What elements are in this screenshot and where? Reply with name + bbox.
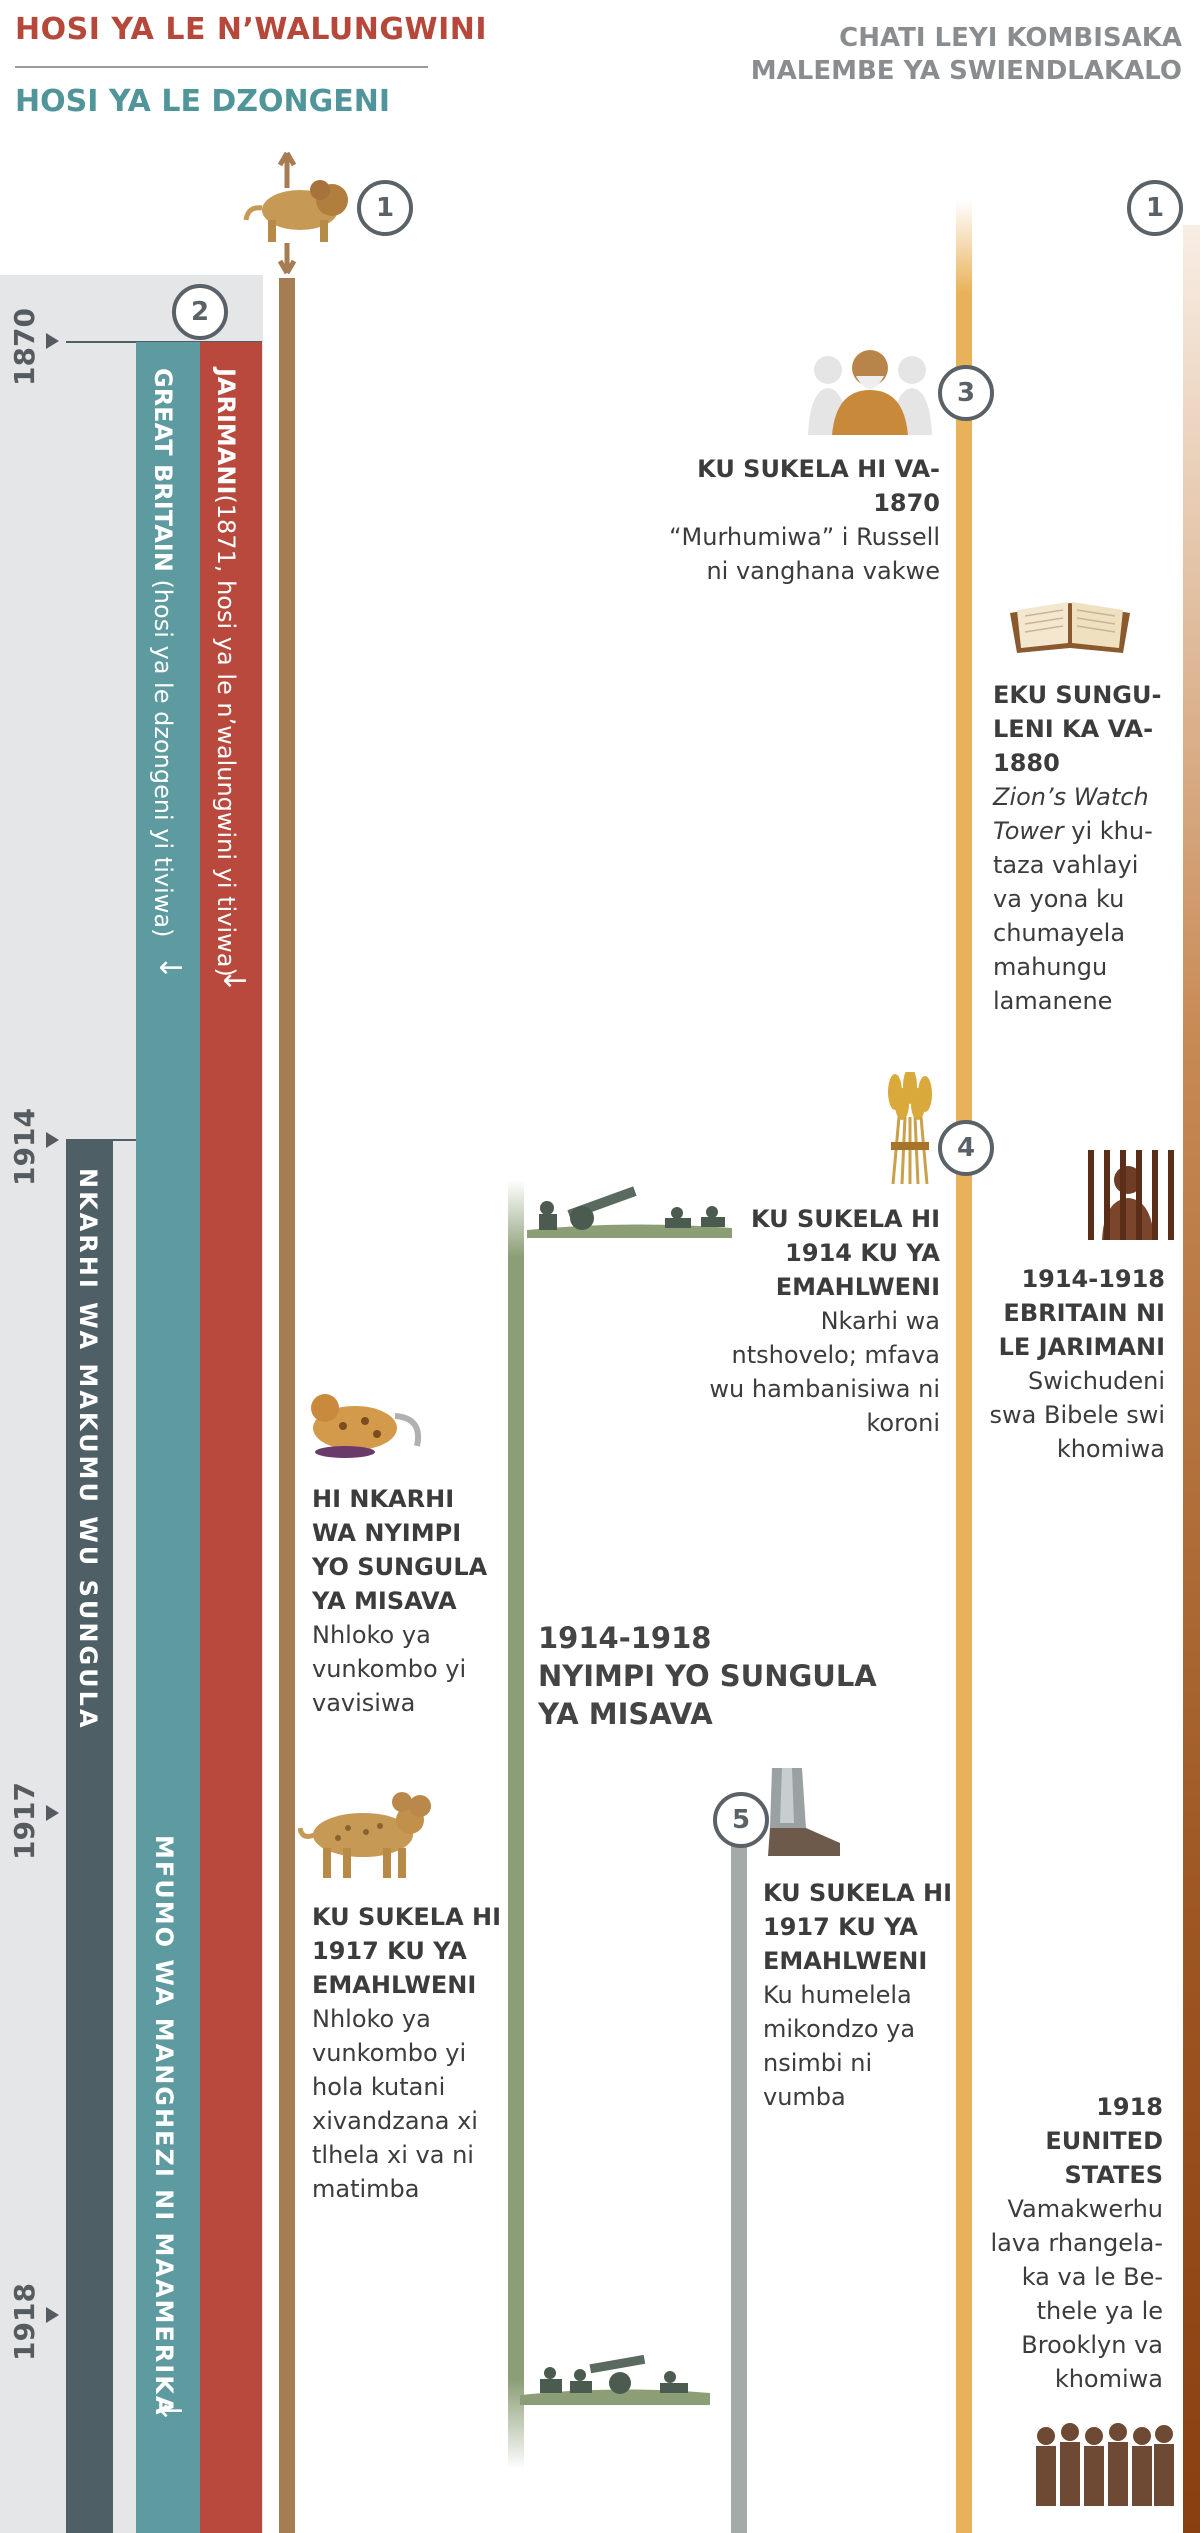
chart-subtitle: CHATI LEYI KOMBISAKA MALEMBE YA SWIENDLA… xyxy=(582,22,1182,88)
harvest-body: Nkarhi wa ntshovelo; mfava wu hambanisiw… xyxy=(709,1307,940,1437)
beast-wounded-title: HI NKARHI WA NYIMPI YO SUNGULA YA MISAVA xyxy=(312,1485,488,1615)
year-1870-pointer xyxy=(46,333,59,349)
feet-event: KU SUKELA HI 1917 KU YA EMAHLWENI Ku hum… xyxy=(763,1876,953,2114)
feet-body: Ku humelela mikondzo ya nsimbi ni vumba xyxy=(763,1981,916,2111)
germany-arrow-icon: ↓ xyxy=(216,968,251,994)
beast-healed-event: KU SUKELA HI 1917 KU YA EMAHLWENI Nhloko… xyxy=(312,1900,512,2206)
title-king-north: HOSI YA LE N’WALUNGWINI xyxy=(15,12,488,47)
feet-timeline xyxy=(731,1838,747,2533)
world-war-years: 1914-1918 xyxy=(538,1621,712,1655)
last-days-label: NKARHI WA MAKUMU WU SUNGULA xyxy=(74,1168,102,1731)
soldiers-cannon-icon xyxy=(527,1186,732,1238)
russell-portrait-icon xyxy=(808,350,932,435)
year-1870: 1870 xyxy=(8,308,41,386)
prison-title: 1914-1918 EBRITAIN NI LE JARIMANI xyxy=(998,1265,1165,1361)
beast-wounded-body: Nhloko ya vunkombo yi vavisiwa xyxy=(312,1621,467,1717)
year-1918-pointer xyxy=(46,2307,59,2323)
iron-clay-feet-icon xyxy=(768,1768,840,1856)
leopard-beast-icon xyxy=(298,1792,431,1878)
marker-4: 4 xyxy=(938,1120,994,1176)
anglo-american-label: MFUMO WA MANGHEZI NI MAAMERIKA xyxy=(150,1835,178,2417)
year-1918: 1918 xyxy=(8,2283,41,2361)
last-days-bar xyxy=(66,1140,113,2533)
brothers-group-icon xyxy=(1036,2423,1174,2506)
russell-title: KU SUKELA HI VA-1870 xyxy=(697,455,940,517)
prisoner-bars-icon xyxy=(1080,1150,1175,1240)
us-arrest-event: 1918 EUNITED STATES Vamakwerhu lava rhan… xyxy=(985,2090,1163,2396)
lion-beast-icon xyxy=(243,151,348,275)
harvest-title: KU SUKELA HI 1914 KU YA EMAHLWENI xyxy=(750,1205,940,1301)
zion-watch-tower-event: EKU SUNGU-LENI KA VA-1880 Zion’s Watch T… xyxy=(993,678,1163,1018)
gods-people-timeline xyxy=(956,200,972,2533)
open-bible-icon xyxy=(1010,602,1130,653)
subtitle-line-2: MALEMBE YA SWIENDLAKALO xyxy=(750,56,1182,86)
wheat-sheaf-icon xyxy=(888,1072,932,1185)
prison-event: 1914-1918 EBRITAIN NI LE JARIMANI Swichu… xyxy=(985,1262,1165,1466)
year-1917: 1917 xyxy=(8,1782,41,1860)
marker-3: 3 xyxy=(938,365,994,421)
beast-timeline xyxy=(279,278,295,2533)
year-1917-pointer xyxy=(46,1805,59,1821)
world-war-timeline xyxy=(508,1180,524,2470)
marker-1-right: 1 xyxy=(1127,180,1183,236)
soldiers-cannon-icon-lower xyxy=(520,2354,710,2405)
world-war-name: NYIMPI YO SUNGULA YA MISAVA xyxy=(538,1659,877,1731)
us-arrest-title: 1918 EUNITED STATES xyxy=(1045,2093,1163,2189)
world-war-label: 1914-1918 NYIMPI YO SUNGULA YA MISAVA xyxy=(538,1619,878,1733)
marker-5: 5 xyxy=(713,1792,769,1848)
britain-bar xyxy=(136,342,200,2533)
beast-healed-title: KU SUKELA HI 1917 KU YA EMAHLWENI xyxy=(312,1903,502,1999)
russell-event: KU SUKELA HI VA-1870 “Murhumiwa” i Russe… xyxy=(640,452,940,588)
germany-bar-label: JARIMANI(1871, hosi ya le n’walungwini y… xyxy=(212,368,240,977)
beast-healed-body: Nhloko ya vunkombo yi hola kutani xivand… xyxy=(312,2005,478,2203)
subtitle-line-1: CHATI LEYI KOMBISAKA xyxy=(839,23,1182,53)
britain-arrow-icon: ↓ xyxy=(152,955,187,981)
title-king-south: HOSI YA LE DZONGENI xyxy=(15,84,391,119)
prison-body: Swichudeni swa Bibele swi khomiwa xyxy=(989,1367,1165,1463)
russell-body: “Murhumiwa” i Russell ni vanghana vakwe xyxy=(669,523,940,585)
beast-wounded-event: HI NKARHI WA NYIMPI YO SUNGULA YA MISAVA… xyxy=(312,1482,502,1720)
us-arrest-body: Vamakwerhu lava rhangela-ka va le Be-the… xyxy=(990,2195,1163,2393)
zion-title: EKU SUNGU-LENI KA VA-1880 xyxy=(993,681,1162,777)
title-divider xyxy=(15,66,428,68)
feet-title: KU SUKELA HI 1917 KU YA EMAHLWENI xyxy=(763,1879,953,1975)
marker-1-left: 1 xyxy=(357,180,413,236)
anglo-american-arrow-icon: ↓ xyxy=(152,2398,187,2424)
germany-bar xyxy=(200,342,262,2533)
year-1914-pointer xyxy=(46,1132,59,1148)
zion-publication-name: Zion’s Watch Tower xyxy=(993,783,1149,845)
marker-2: 2 xyxy=(172,284,228,340)
britain-bar-label: GREAT BRITAIN (hosi ya le dzongeni yi ti… xyxy=(149,368,177,938)
wounded-beast-icon xyxy=(311,1394,421,1458)
persecution-timeline xyxy=(1183,225,1200,2533)
zion-body: yi khu-taza vahlayi va yona ku chumayela… xyxy=(993,817,1153,1015)
year-1914: 1914 xyxy=(8,1108,41,1186)
harvest-event: KU SUKELA HI 1914 KU YA EMAHLWENI Nkarhi… xyxy=(700,1202,940,1440)
